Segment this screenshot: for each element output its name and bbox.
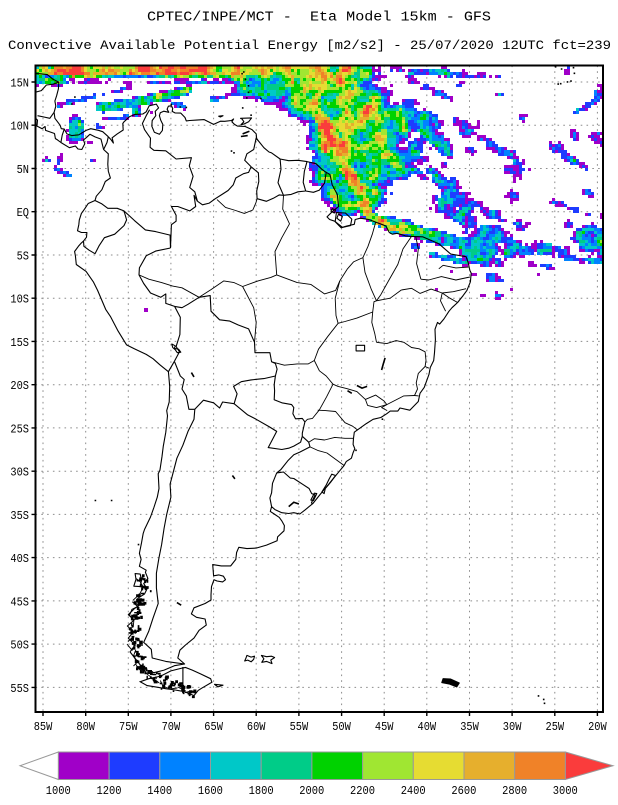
svg-text:35W: 35W [460, 720, 479, 734]
svg-text:2200: 2200 [350, 784, 375, 798]
svg-text:1800: 1800 [249, 784, 274, 798]
svg-text:20S: 20S [10, 379, 29, 393]
svg-text:EQ: EQ [17, 206, 29, 220]
svg-text:45S: 45S [10, 595, 29, 609]
svg-text:1000: 1000 [46, 784, 71, 798]
svg-text:3000: 3000 [553, 784, 578, 798]
svg-text:10S: 10S [10, 293, 29, 307]
svg-text:30W: 30W [503, 720, 522, 734]
svg-text:2800: 2800 [502, 784, 527, 798]
svg-text:45W: 45W [375, 720, 394, 734]
svg-text:85W: 85W [34, 720, 53, 734]
svg-text:2400: 2400 [401, 784, 426, 798]
svg-text:65W: 65W [204, 720, 223, 734]
svg-text:55W: 55W [290, 720, 309, 734]
svg-text:Convective Available Potential: Convective Available Potential Energy [m… [8, 38, 611, 53]
svg-text:5S: 5S [17, 249, 29, 263]
svg-text:20W: 20W [588, 720, 607, 734]
svg-text:2000: 2000 [299, 784, 324, 798]
svg-text:40S: 40S [10, 552, 29, 566]
svg-text:2600: 2600 [451, 784, 476, 798]
svg-text:80W: 80W [76, 720, 95, 734]
svg-text:70W: 70W [162, 720, 181, 734]
svg-text:10N: 10N [10, 120, 29, 134]
svg-text:40W: 40W [418, 720, 437, 734]
svg-text:CPTEC/INPE/MCT - Eta Model 15: CPTEC/INPE/MCT - Eta Model 15km - GFS [147, 11, 491, 26]
svg-text:55S: 55S [10, 682, 29, 696]
svg-text:5N: 5N [17, 163, 29, 177]
svg-text:50S: 50S [10, 639, 29, 653]
svg-text:1400: 1400 [147, 784, 172, 798]
svg-text:50W: 50W [332, 720, 351, 734]
svg-text:30S: 30S [10, 466, 29, 480]
svg-text:75W: 75W [119, 720, 138, 734]
svg-text:25S: 25S [10, 422, 29, 436]
svg-text:15N: 15N [10, 76, 29, 90]
svg-text:35S: 35S [10, 509, 29, 523]
svg-text:1200: 1200 [97, 784, 122, 798]
svg-text:15S: 15S [10, 336, 29, 350]
svg-text:60W: 60W [247, 720, 266, 734]
svg-text:1600: 1600 [198, 784, 223, 798]
svg-text:25W: 25W [546, 720, 565, 734]
